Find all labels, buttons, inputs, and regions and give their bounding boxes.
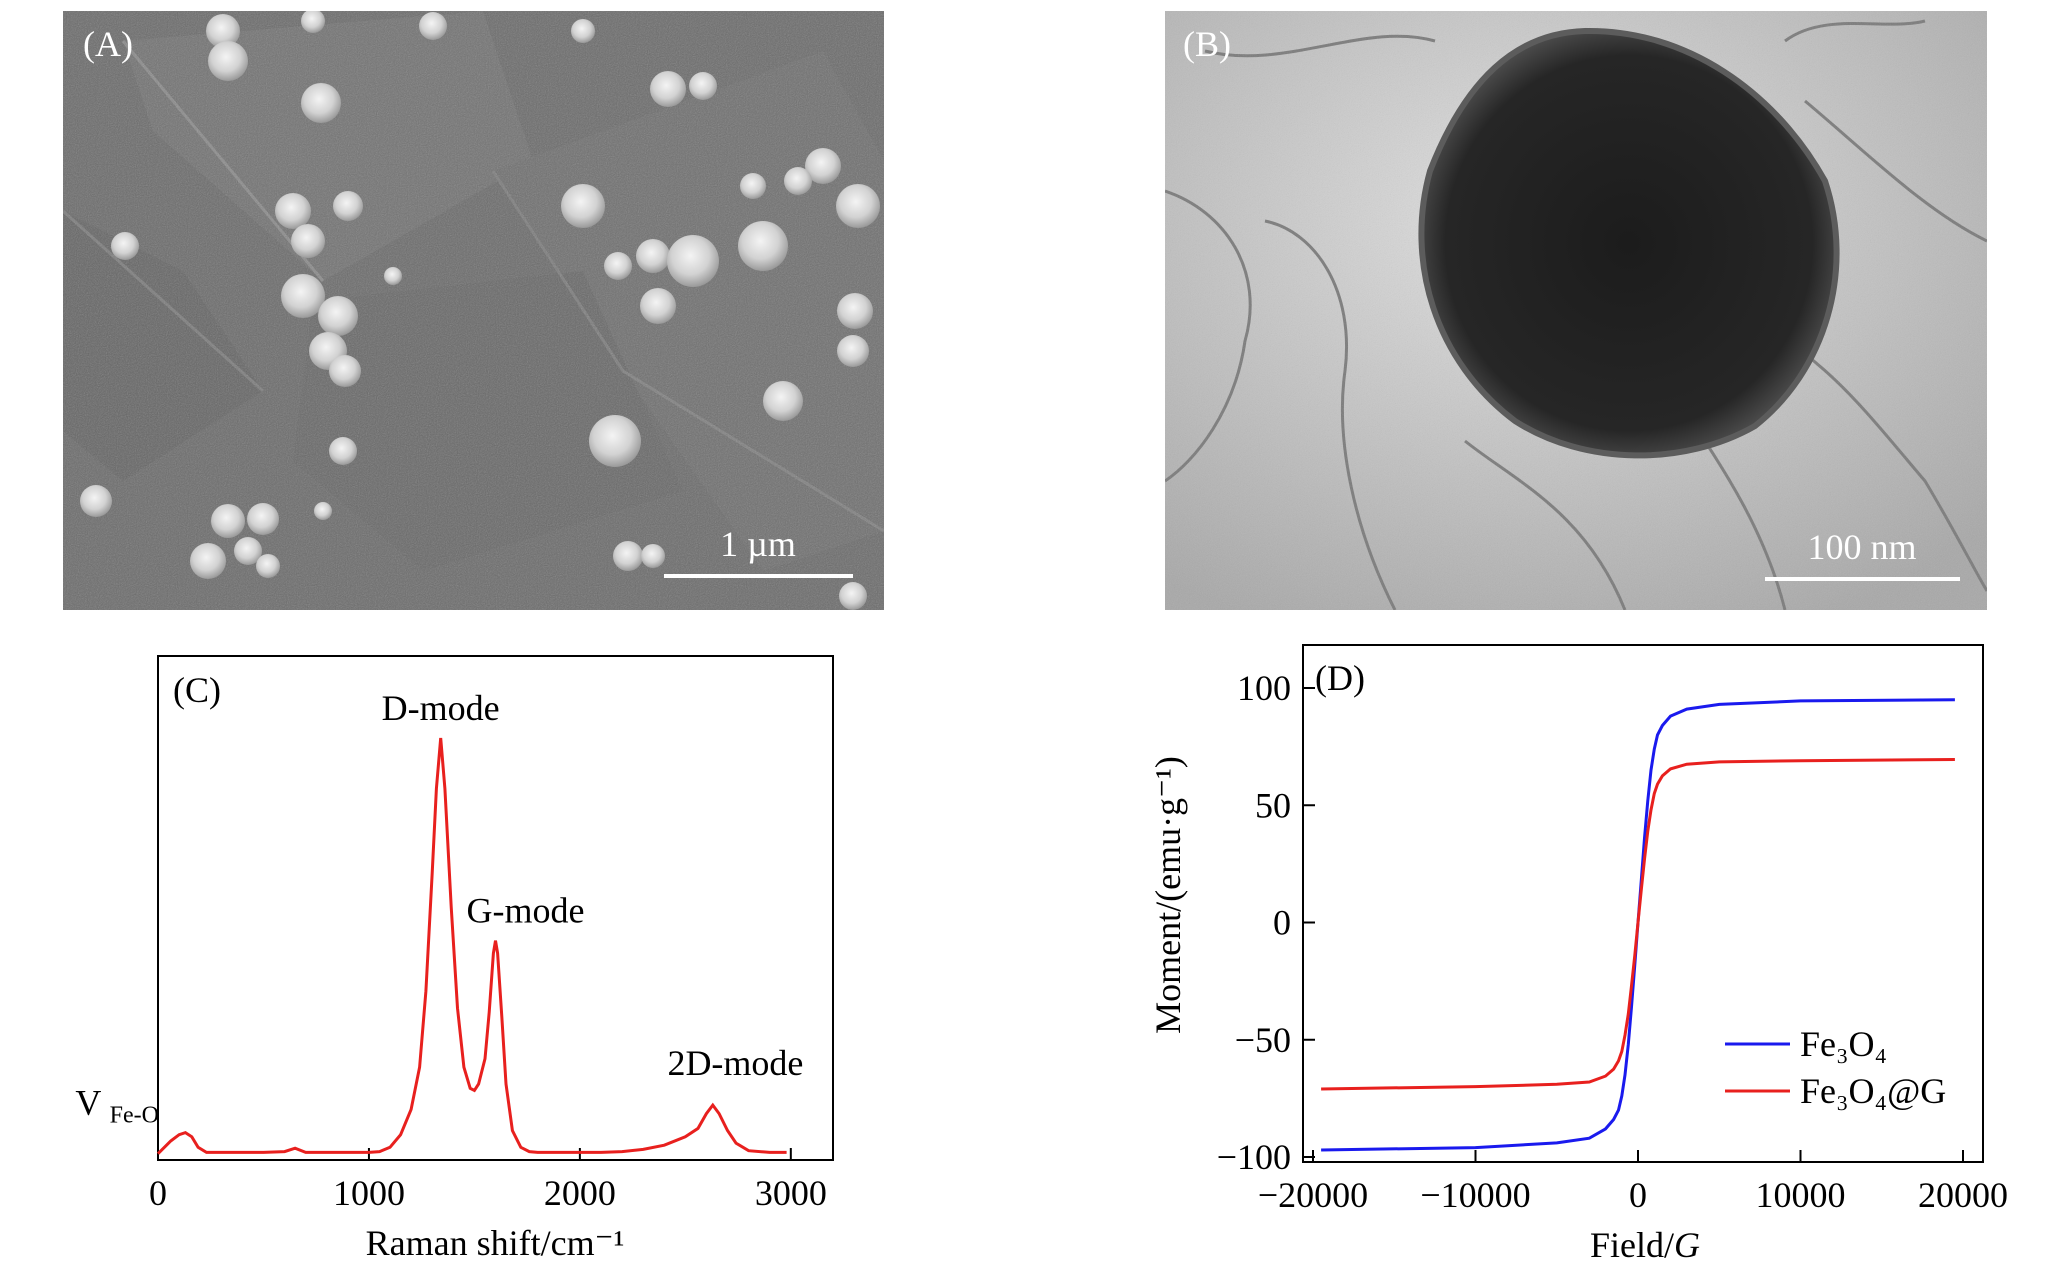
raman-chart-svg: (C) 0 1000 2000 3000 D-mode G-mode 2D-mode … (75, 655, 834, 1263)
y-tick-label: −100 (1217, 1137, 1291, 1177)
x-axis-label: Field/G (1590, 1225, 1700, 1260)
x-tick-label: 2000 (544, 1173, 616, 1213)
legend-label-fe3o4: Fe₃O₄ (1800, 1024, 1887, 1064)
tem-micrograph: 100 nm (B) (1164, 11, 1989, 611)
x-axis-label: Raman shift/cm⁻¹ (366, 1223, 625, 1260)
legend-label-fe3o4-g: Fe₃O₄@G (1800, 1071, 1946, 1111)
y-tick-label: 0 (1273, 903, 1291, 943)
panel-d-magnetization-chart: (D) −20000 −10000 0 10000 20000 100 50 0 −50 −100… (1100, 640, 2047, 1265)
raman-spectrum-line (156, 737, 787, 1155)
x-tick-label: 1000 (333, 1173, 405, 1213)
annotation-fe-o-mode: V Fe-O (75, 1083, 159, 1129)
annotation-d-mode: D-mode (382, 688, 500, 728)
plot-frame (1302, 644, 1984, 1163)
y-tick-label: 50 (1255, 785, 1291, 825)
x-tick-label: 3000 (755, 1173, 827, 1213)
scale-bar-label: 1 µm (720, 524, 796, 564)
panel-a-sem-image: 1 µm (A) (61, 9, 885, 610)
panel-c-label: (C) (173, 670, 221, 710)
y-tick-label: −50 (1235, 1020, 1291, 1060)
panel-d-label: (D) (1315, 658, 1365, 698)
panel-b-tem-image: 100 nm (B) (1164, 11, 1989, 611)
plot-frame (157, 655, 834, 1161)
panel-b-label: (B) (1183, 24, 1231, 64)
x-axis-label-text: Field/ (1590, 1225, 1674, 1260)
y-axis-label: Moment/(emu·g⁻¹) (1148, 756, 1188, 1034)
series-line-fe3o4-g (1321, 758, 1955, 1091)
scale-bar-label: 100 nm (1807, 527, 1916, 567)
x-tick-label: 20000 (1918, 1175, 2008, 1215)
annotation-2d-mode: 2D-mode (667, 1043, 803, 1083)
sem-micrograph: 1 µm (A) (61, 9, 885, 610)
annotation-g-mode: G-mode (467, 891, 585, 931)
x-tick-label: −10000 (1420, 1175, 1530, 1215)
panel-a-label: (A) (83, 24, 133, 64)
panel-c-raman-chart: (C) 0 1000 2000 3000 D-mode G-mode 2D-mode … (0, 640, 1000, 1263)
x-tick-label: 10000 (1756, 1175, 1846, 1215)
annotation-fe-o-subscript: Fe-O (110, 1103, 159, 1129)
magnetization-chart-svg: (D) −20000 −10000 0 10000 20000 100 50 0 −50 −100… (1148, 644, 2008, 1265)
legend: Fe₃O₄ Fe₃O₄@G (1725, 1024, 1946, 1111)
x-tick-label: 0 (1629, 1175, 1647, 1215)
y-tick-label: 100 (1237, 668, 1291, 708)
annotation-fe-o-main: V (75, 1083, 101, 1123)
x-tick-label: −20000 (1258, 1175, 1368, 1215)
x-tick-label: 0 (149, 1173, 167, 1213)
x-axis-label-unit: G (1674, 1225, 1700, 1260)
